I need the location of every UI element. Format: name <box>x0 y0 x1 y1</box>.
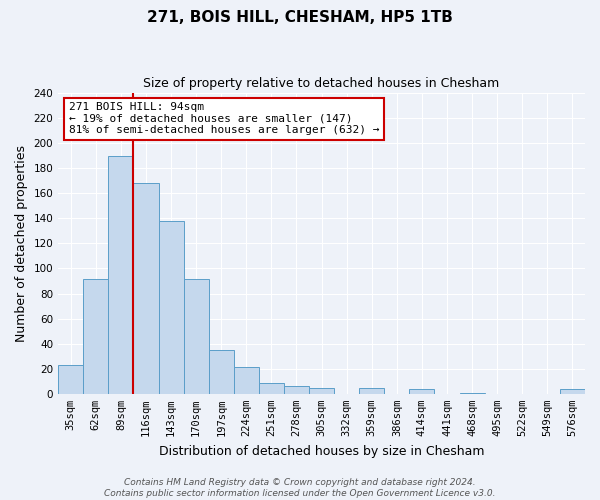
Bar <box>234 368 259 394</box>
Y-axis label: Number of detached properties: Number of detached properties <box>15 145 28 342</box>
Bar <box>58 365 83 394</box>
Bar <box>259 382 284 394</box>
Text: 271, BOIS HILL, CHESHAM, HP5 1TB: 271, BOIS HILL, CHESHAM, HP5 1TB <box>147 10 453 25</box>
Bar <box>560 389 585 394</box>
Bar <box>284 386 309 394</box>
Text: 271 BOIS HILL: 94sqm
← 19% of detached houses are smaller (147)
81% of semi-deta: 271 BOIS HILL: 94sqm ← 19% of detached h… <box>69 102 379 136</box>
Text: Contains HM Land Registry data © Crown copyright and database right 2024.
Contai: Contains HM Land Registry data © Crown c… <box>104 478 496 498</box>
Bar <box>409 389 434 394</box>
Bar <box>309 388 334 394</box>
Bar <box>359 388 385 394</box>
Bar <box>109 156 133 394</box>
Bar <box>209 350 234 394</box>
X-axis label: Distribution of detached houses by size in Chesham: Distribution of detached houses by size … <box>159 444 484 458</box>
Bar <box>133 184 158 394</box>
Bar <box>460 392 485 394</box>
Bar <box>83 278 109 394</box>
Bar <box>158 221 184 394</box>
Bar <box>184 278 209 394</box>
Title: Size of property relative to detached houses in Chesham: Size of property relative to detached ho… <box>143 78 500 90</box>
